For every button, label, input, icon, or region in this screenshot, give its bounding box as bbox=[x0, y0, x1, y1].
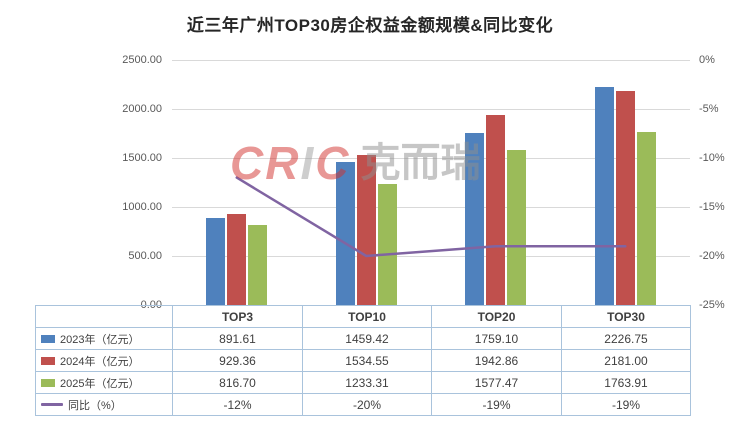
bar bbox=[486, 114, 506, 305]
watermark-logo: CRIC bbox=[230, 137, 350, 189]
legend-cell: 同比（%） bbox=[35, 393, 173, 416]
table-row: 2023年（亿元） 891.61 1459.42 1759.10 2226.75 bbox=[35, 327, 691, 350]
bar bbox=[206, 217, 226, 305]
table-row: 2024年（亿元） 929.36 1534.55 1942.86 2181.00 bbox=[35, 349, 691, 372]
legend-key: 2025年（亿元） bbox=[37, 375, 172, 391]
value-cell: 1534.55 bbox=[302, 349, 432, 372]
value-cell: 2226.75 bbox=[561, 327, 691, 350]
table-header-row: TOP3 TOP10 TOP20 TOP30 bbox=[35, 305, 691, 328]
value-cell: 1759.10 bbox=[431, 327, 562, 350]
legend-bar-marker bbox=[41, 378, 55, 387]
bar bbox=[248, 224, 268, 305]
legend-key: 同比（%） bbox=[37, 397, 172, 413]
left-axis-tick-label: 2500.00 bbox=[122, 54, 162, 66]
bar bbox=[615, 91, 635, 305]
value-cell: 816.70 bbox=[172, 371, 303, 394]
value-cell: 2181.00 bbox=[561, 349, 691, 372]
table-corner-cell bbox=[35, 305, 173, 328]
category-header: TOP10 bbox=[302, 305, 432, 328]
legend-label: 同比（%） bbox=[68, 399, 122, 412]
category-header: TOP3 bbox=[172, 305, 303, 328]
gridline bbox=[172, 256, 690, 257]
left-axis-tick-label: 2000.00 bbox=[122, 103, 162, 115]
yoy-line-layer bbox=[235, 176, 627, 258]
bar bbox=[335, 161, 355, 305]
legend-key: 2023年（亿元） bbox=[37, 331, 172, 347]
bar-group-top30 bbox=[561, 60, 691, 305]
value-cell: -12% bbox=[172, 393, 303, 416]
watermark-letter: C bbox=[230, 137, 266, 189]
bar-group-top20 bbox=[431, 60, 561, 305]
value-cell: 1942.86 bbox=[431, 349, 562, 372]
value-cell: 1577.47 bbox=[431, 371, 562, 394]
value-cell: -19% bbox=[431, 393, 562, 416]
chart-title: 近三年广州TOP30房企权益金额规模&同比变化 bbox=[186, 16, 554, 35]
legend-cell: 2025年（亿元） bbox=[35, 371, 173, 394]
yoy-line bbox=[235, 176, 627, 258]
bar bbox=[507, 150, 527, 305]
right-axis-tick-label: 0% bbox=[699, 54, 715, 66]
watermark: CRIC 克而瑞 bbox=[230, 130, 480, 190]
right-axis-tick-label: -5% bbox=[699, 103, 719, 115]
value-cell: 891.61 bbox=[172, 327, 303, 350]
right-axis-tick-label: -25% bbox=[699, 299, 725, 311]
right-axis-tick-label: -20% bbox=[699, 250, 725, 262]
bar bbox=[356, 154, 376, 305]
legend-bar-marker bbox=[41, 334, 55, 343]
legend-line-marker bbox=[41, 403, 63, 406]
gridline bbox=[172, 207, 690, 208]
data-table: TOP3 TOP10 TOP20 TOP30 2023年（亿元） 891.61 1459.4… bbox=[35, 305, 691, 416]
gridline bbox=[172, 109, 690, 110]
plot-area: CRIC 克而瑞 bbox=[172, 60, 690, 305]
series-table: TOP3 TOP10 TOP20 TOP30 2023年（亿元） 891.61 1459.4… bbox=[35, 305, 691, 416]
bar-group-top10 bbox=[302, 60, 432, 305]
right-axis-tick-label: -10% bbox=[699, 152, 725, 164]
bar-group-top3 bbox=[172, 60, 302, 305]
value-cell: 929.36 bbox=[172, 349, 303, 372]
gridline bbox=[172, 158, 690, 159]
bar bbox=[227, 213, 247, 305]
gridline bbox=[172, 60, 690, 61]
watermark-text: 克而瑞 bbox=[360, 141, 481, 185]
value-cell: -20% bbox=[302, 393, 432, 416]
bar bbox=[377, 184, 397, 305]
left-axis-tick-label: 1000.00 bbox=[122, 201, 162, 213]
watermark-letter: C bbox=[315, 137, 351, 189]
right-axis-tick-label: -15% bbox=[699, 201, 725, 213]
value-cell: -19% bbox=[561, 393, 691, 416]
bar bbox=[465, 132, 485, 305]
bar bbox=[594, 86, 614, 305]
watermark-letter: I bbox=[300, 137, 316, 189]
bar bbox=[636, 132, 656, 305]
legend-label: 2024年（亿元） bbox=[60, 355, 140, 368]
category-header: TOP30 bbox=[561, 305, 691, 328]
watermark-letter: R bbox=[265, 137, 301, 189]
legend-cell: 2024年（亿元） bbox=[35, 349, 173, 372]
legend-key: 2024年（亿元） bbox=[37, 353, 172, 369]
value-cell: 1459.42 bbox=[302, 327, 432, 350]
value-cell: 1233.31 bbox=[302, 371, 432, 394]
value-cell: 1763.91 bbox=[561, 371, 691, 394]
table-row: 同比（%） -12% -20% -19% -19% bbox=[35, 393, 691, 416]
table-row: 2025年（亿元） 816.70 1233.31 1577.47 1763.91 bbox=[35, 371, 691, 394]
legend-label: 2023年（亿元） bbox=[60, 333, 140, 346]
category-header: TOP20 bbox=[431, 305, 562, 328]
legend-cell: 2023年（亿元） bbox=[35, 327, 173, 350]
legend-bar-marker bbox=[41, 356, 55, 365]
legend-label: 2025年（亿元） bbox=[60, 377, 140, 390]
left-axis-tick-label: 1500.00 bbox=[122, 152, 162, 164]
left-axis-tick-label: 500.00 bbox=[128, 250, 162, 262]
